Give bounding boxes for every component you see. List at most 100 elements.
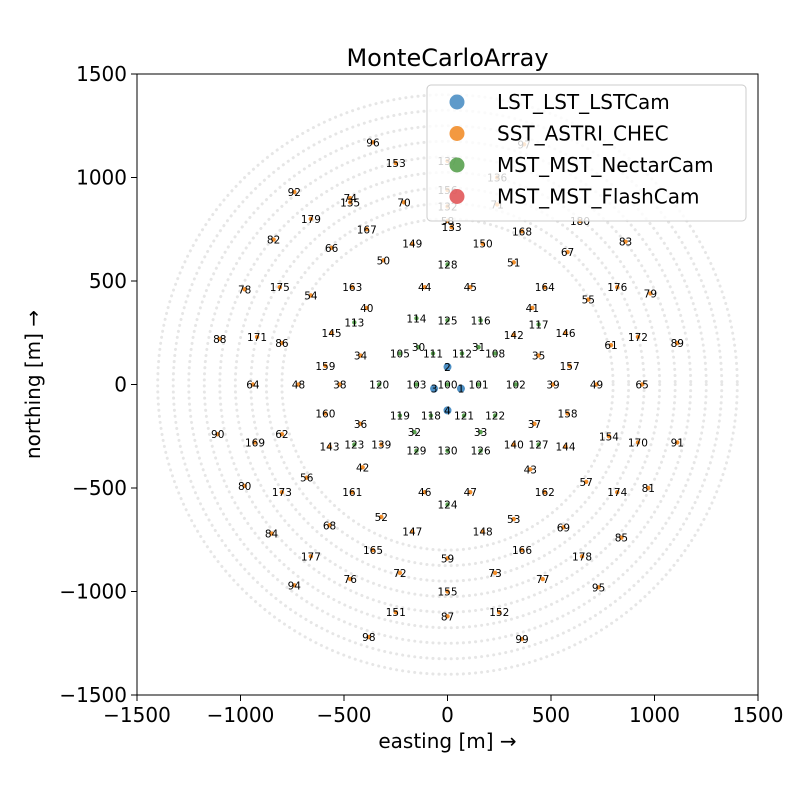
point-label-55: 55: [582, 295, 595, 307]
y-tick-label-1: −1000: [59, 580, 127, 604]
point-label-41: 41: [526, 303, 539, 315]
point-label-168: 168: [512, 226, 532, 238]
point-label-76: 76: [344, 574, 358, 586]
point-SST_ASTRI_CHEC-139: [379, 442, 384, 447]
point-SST_ASTRI_CHEC-169: [252, 440, 258, 445]
point-SST_ASTRI_CHEC-90: [215, 431, 220, 437]
point-label-83: 83: [619, 237, 632, 249]
point-SST_ASTRI_CHEC-91: [675, 440, 680, 445]
x-tick-label-4: 500: [532, 703, 570, 727]
point-label-117: 117: [529, 319, 549, 331]
point-label-155: 155: [437, 587, 457, 599]
legend-label-1: SST_ASTRI_CHEC: [497, 122, 669, 146]
point-label-175: 175: [270, 282, 290, 294]
point-label-150: 150: [473, 239, 493, 251]
y-tick-label-5: 1000: [76, 166, 127, 190]
y-tick-label-6: 1500: [76, 62, 127, 86]
point-label-164: 164: [535, 282, 555, 294]
point-label-172: 172: [628, 332, 648, 344]
point-label-78: 78: [238, 284, 251, 296]
point-label-99: 99: [515, 634, 528, 646]
point-SST_ASTRI_CHEC-162: [542, 489, 547, 495]
point-MST_MST_NectarCam-125: [445, 318, 450, 323]
point-SST_ASTRI_CHEC-96: [370, 140, 376, 145]
point-SST_ASTRI_CHEC-77: [540, 576, 545, 582]
point-SST_ASTRI_CHEC-34: [358, 353, 363, 358]
point-label-152: 152: [489, 607, 509, 619]
point-label-48: 48: [292, 380, 305, 392]
point-label-57: 57: [580, 477, 593, 489]
point-label-44: 44: [418, 282, 432, 294]
point-SST_ASTRI_CHEC-149: [410, 241, 415, 246]
point-SST_ASTRI_CHEC-165: [370, 547, 376, 553]
point-label-4: 4: [444, 405, 451, 417]
point-SST_ASTRI_CHEC-48: [296, 382, 301, 387]
point-label-165: 165: [363, 545, 383, 557]
point-SST_ASTRI_CHEC-64: [250, 382, 256, 387]
point-label-151: 151: [386, 607, 406, 619]
point-label-133: 133: [442, 222, 462, 234]
point-label-176: 176: [607, 282, 627, 294]
y-tick-label-2: −500: [72, 476, 127, 500]
point-label-30: 30: [412, 342, 425, 354]
point-label-59: 59: [441, 553, 454, 565]
point-SST_ASTRI_CHEC-140: [511, 442, 516, 447]
point-SST_ASTRI_CHEC-86: [279, 340, 285, 346]
point-label-77: 77: [536, 574, 549, 586]
point-SST_ASTRI_CHEC-167: [364, 227, 369, 232]
point-label-147: 147: [402, 526, 422, 538]
point-label-84: 84: [265, 529, 279, 541]
point-SST_ASTRI_CHEC-87: [445, 614, 450, 619]
point-SST_ASTRI_CHEC-55: [586, 297, 591, 302]
point-SST_ASTRI_CHEC-157: [567, 363, 572, 369]
point-SST_ASTRI_CHEC-81: [646, 485, 651, 491]
point-label-154: 154: [599, 431, 619, 443]
point-SST_ASTRI_CHEC-98: [366, 634, 372, 640]
point-label-65: 65: [635, 380, 648, 392]
point-label-121: 121: [454, 411, 474, 423]
point-label-112: 112: [452, 348, 472, 360]
point-MST_MST_NectarCam-124: [445, 502, 450, 507]
point-label-95: 95: [592, 582, 605, 594]
point-SST_ASTRI_CHEC-142: [511, 332, 516, 338]
point-label-46: 46: [418, 487, 432, 499]
point-SST_ASTRI_CHEC-38: [337, 382, 343, 387]
point-SST_ASTRI_CHEC-68: [327, 523, 332, 528]
point-label-64: 64: [246, 380, 260, 392]
point-label-32: 32: [408, 427, 421, 439]
point-SST_ASTRI_CHEC-164: [542, 285, 547, 290]
point-label-70: 70: [397, 197, 410, 209]
point-SST_ASTRI_CHEC-155: [445, 589, 450, 594]
point-SST_ASTRI_CHEC-67: [565, 249, 570, 255]
point-label-153: 153: [386, 158, 406, 170]
y-axis-ticks: −1500 −1000 −500 0 500 1000 1500: [59, 62, 137, 707]
point-label-178: 178: [572, 551, 592, 563]
point-MST_MST_NectarCam-119: [397, 413, 403, 418]
point-SST_ASTRI_CHEC-74: [348, 196, 353, 201]
point-label-66: 66: [325, 243, 339, 255]
point-SST_ASTRI_CHEC-133: [449, 224, 454, 230]
point-label-145: 145: [322, 328, 342, 340]
point-label-67: 67: [561, 247, 574, 259]
point-label-103: 103: [406, 380, 426, 392]
point-SST_ASTRI_CHEC-53: [511, 516, 516, 522]
point-MST_MST_NectarCam-122: [492, 413, 498, 418]
point-label-111: 111: [423, 348, 443, 360]
point-SST_ASTRI_CHEC-143: [327, 444, 332, 449]
point-SST_ASTRI_CHEC-66: [329, 245, 334, 251]
point-label-56: 56: [300, 473, 314, 485]
point-SST_ASTRI_CHEC-85: [619, 535, 624, 540]
point-label-130: 130: [437, 446, 457, 458]
y-axis-label: northing [m] →: [21, 310, 45, 459]
point-SST_ASTRI_CHEC-80: [242, 483, 247, 489]
point-SST_ASTRI_CHEC-173: [279, 489, 285, 495]
point-SST_ASTRI_CHEC-44: [422, 285, 427, 290]
point-label-87: 87: [441, 611, 454, 623]
point-MST_MST_NectarCam-130: [445, 448, 450, 453]
point-label-140: 140: [504, 440, 524, 452]
point-label-113: 113: [344, 317, 364, 329]
x-tick-label-2: −500: [317, 703, 372, 727]
point-MST_MST_NectarCam-126: [478, 448, 483, 453]
point-label-166: 166: [512, 545, 532, 557]
